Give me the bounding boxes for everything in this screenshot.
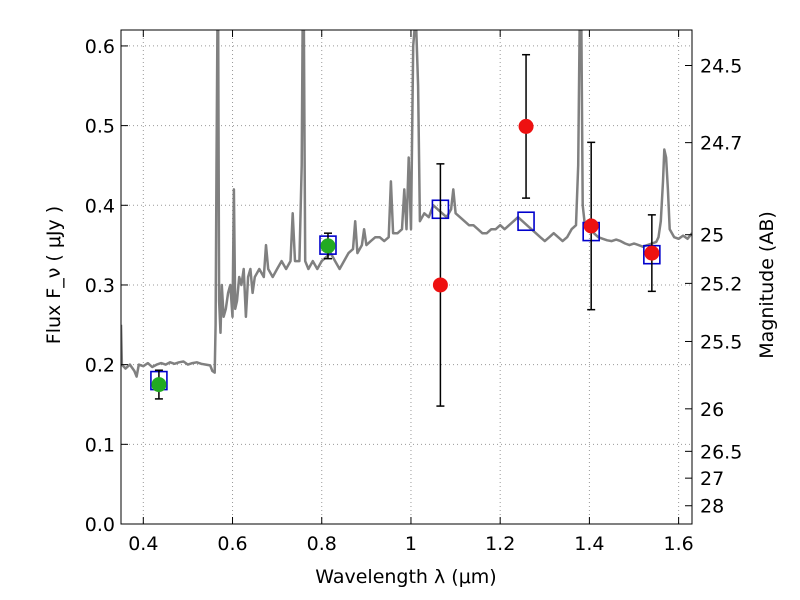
y-tick-label: 0.1 (85, 434, 115, 456)
x-tick-label: 1 (405, 533, 417, 555)
x-tick-label: 0.8 (307, 533, 337, 555)
plot-frame (120, 29, 693, 525)
y-tick-label: 0.3 (85, 275, 115, 297)
right-tick-label: 27 (700, 468, 724, 490)
x-tick-label: 1.4 (574, 533, 604, 555)
right-tick-label: 26 (700, 399, 724, 421)
right-tick-label: 25.5 (700, 331, 742, 353)
nir-point (432, 277, 448, 293)
plot-area (121, 30, 692, 407)
x-axis-label: Wavelength λ (μm) (315, 566, 496, 588)
model-sed-line (121, 30, 692, 378)
nir-point (518, 118, 534, 134)
x-tick-label: 1.6 (664, 533, 694, 555)
axes: 0.4 0.6 0.8 1 1.2 1.4 1.6 0.0 0.1 0.2 0.3 0.4 0.5 0.6… (85, 29, 742, 555)
right-tick-label: 26.5 (700, 441, 742, 463)
optical-point (320, 238, 336, 254)
x-tick-label: 0.4 (128, 533, 158, 555)
right-tick-label: 28 (700, 496, 724, 518)
optical-point (151, 377, 167, 393)
right-tick-label: 25.2 (700, 273, 742, 295)
model-photometry-square (517, 211, 535, 232)
x-tick-label: 1.2 (485, 533, 515, 555)
y-tick-label: 0.6 (85, 36, 115, 58)
nir-point (644, 245, 660, 261)
nir-point (583, 218, 599, 234)
y-tick-label: 0.5 (85, 116, 115, 138)
right-tick-label: 24.5 (700, 56, 742, 78)
y-tick-label: 0.0 (85, 514, 115, 536)
grid (121, 30, 692, 525)
right-tick-label: 24.7 (700, 133, 742, 155)
right-tick-label: 25 (700, 225, 724, 247)
y-tick-label: 0.2 (85, 355, 115, 377)
y-axis-label-left: Flux F_ν ( μJy ) (43, 206, 65, 344)
y-tick-label: 0.4 (85, 195, 115, 217)
y-axis-label-right: Magnitude (AB) (756, 211, 778, 359)
x-tick-label: 0.6 (217, 533, 247, 555)
